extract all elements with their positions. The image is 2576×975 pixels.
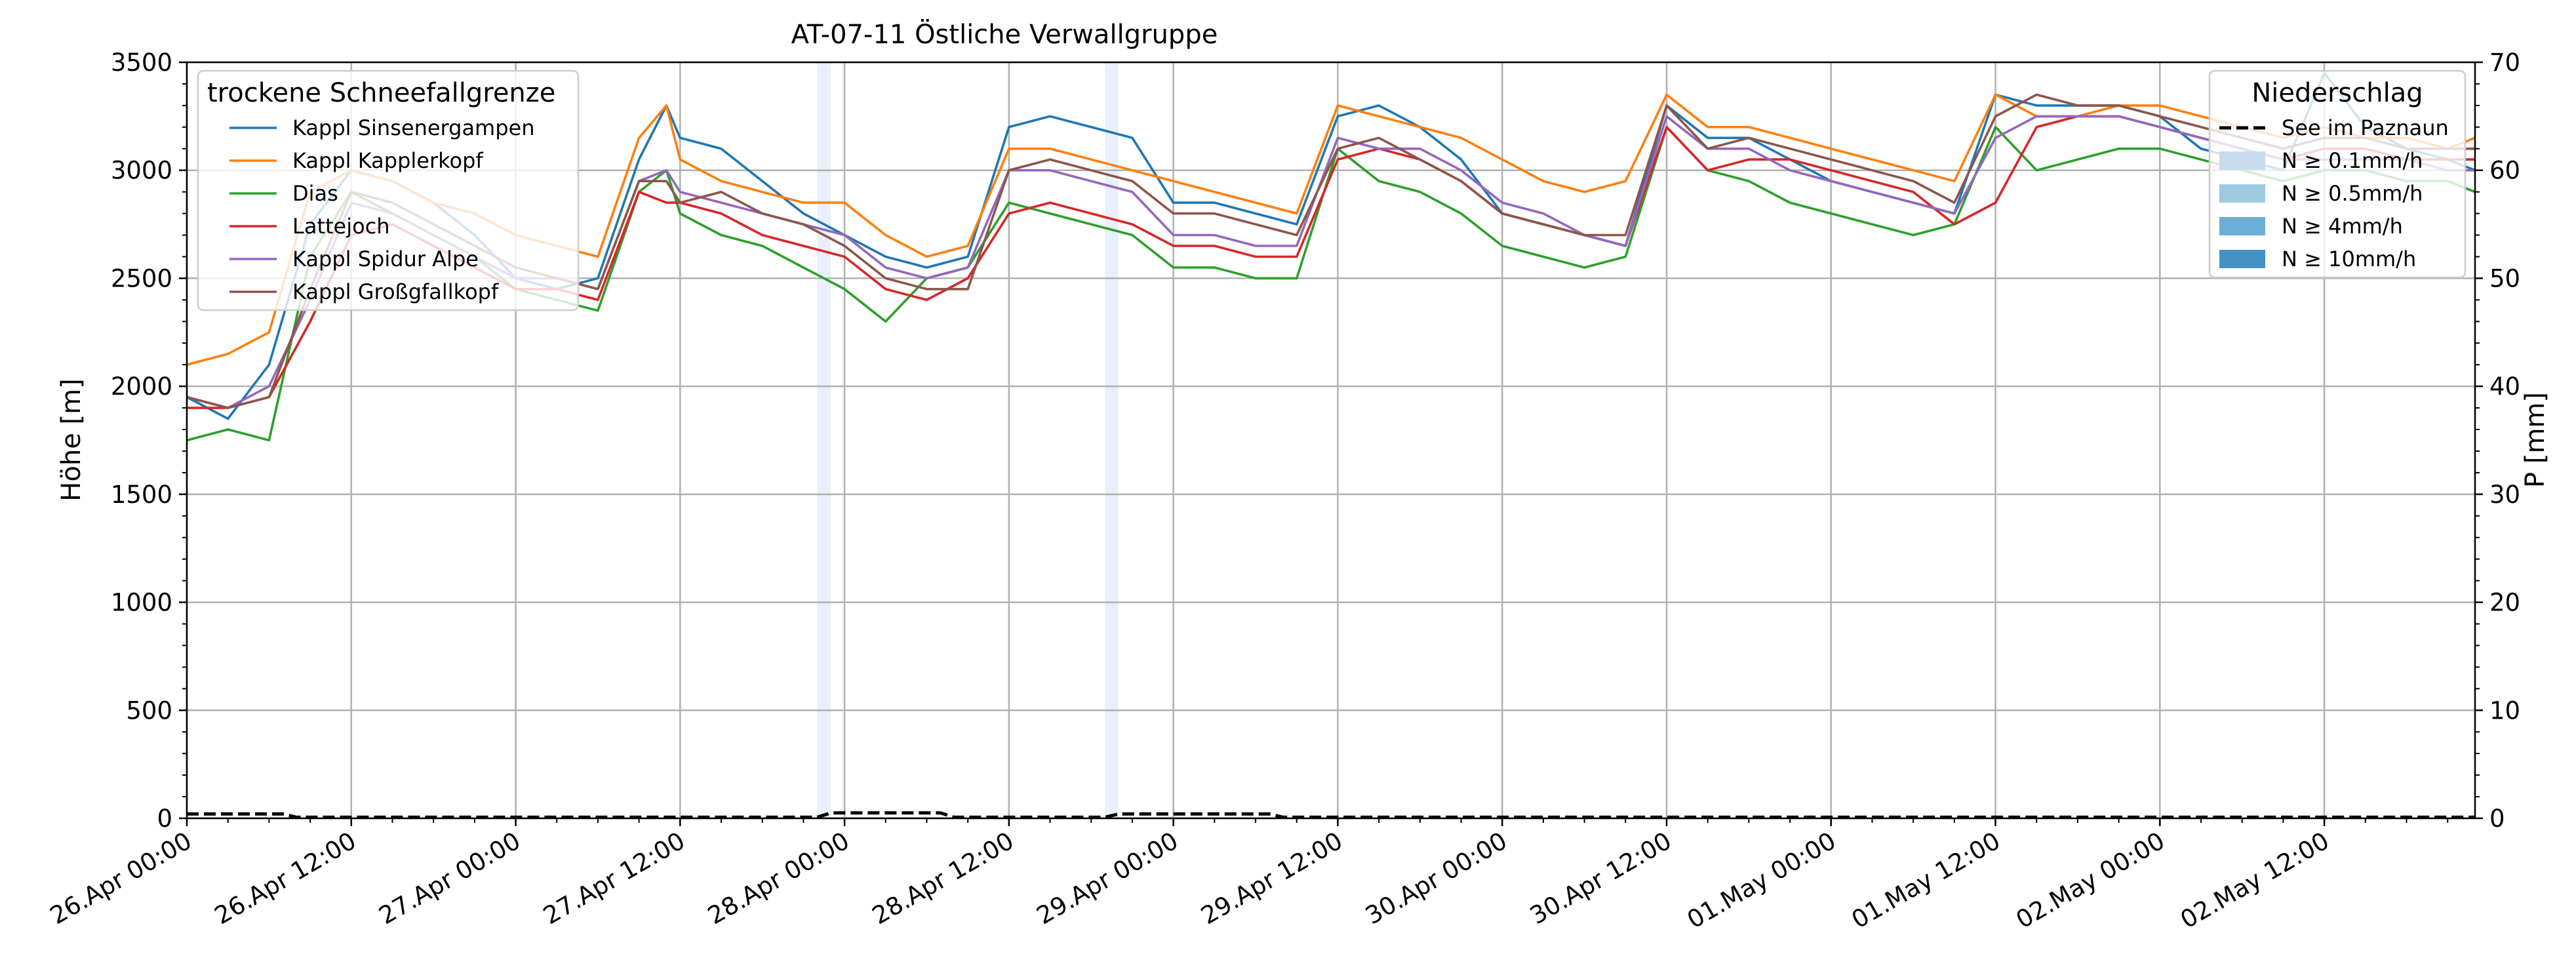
legend-swatch (2219, 184, 2265, 203)
legend-label: N ≥ 0.1mm/h (2282, 148, 2423, 173)
y-right-tick-label: 50 (2489, 264, 2520, 292)
y-axis-left: 0 500 1000 1500 2000 2500 3000 3500 (111, 49, 187, 833)
legend-label: Kappl Großgfallkopf (292, 279, 499, 304)
legend-label: Kappl Sinsenergampen (292, 115, 535, 140)
legend-right: Niederschlag See im Paznaun N ≥ 0.1mm/h N … (2208, 70, 2467, 279)
y-tick-label: 1500 (111, 481, 172, 509)
legend-swatch (2219, 151, 2265, 170)
y-axis-right: 0 10 20 30 40 50 60 70 (2475, 49, 2520, 833)
y-tick-label: 3500 (111, 49, 172, 77)
precip-line-group (187, 811, 2475, 819)
y-right-tick-label: 20 (2489, 589, 2520, 617)
chart-title: AT-07-11 Östliche Verwallgruppe (791, 18, 1218, 50)
y-right-tick-label: 70 (2489, 49, 2520, 77)
legend-left-title: trockene Schneefallgrenze (207, 78, 555, 108)
precip-line (187, 811, 2475, 819)
y-tick-label: 2000 (111, 372, 172, 401)
legend-label: N ≥ 4mm/h (2282, 214, 2403, 239)
legend-label: Lattejoch (292, 214, 390, 239)
y-tick-label: 0 (157, 805, 172, 833)
precip-band (817, 62, 831, 818)
legend-label: N ≥ 0.5mm/h (2282, 181, 2423, 206)
y-axis-label-right: P [mm] (2520, 392, 2550, 488)
y-right-tick-label: 30 (2489, 481, 2520, 509)
legend-swatch (2219, 250, 2265, 268)
y-right-tick-label: 40 (2489, 372, 2520, 401)
legend-swatch (2219, 217, 2265, 235)
y-right-tick-label: 60 (2489, 157, 2520, 185)
y-tick-label: 1000 (111, 589, 172, 617)
legend-left-box (197, 70, 580, 311)
legend-label: Kappl Spidur Alpe (292, 247, 479, 271)
y-tick-label: 3000 (111, 157, 172, 185)
y-tick-label: 500 (126, 696, 172, 725)
legend-right-title: Niederschlag (2251, 78, 2423, 108)
legend-right-box (2208, 70, 2467, 279)
legend-label: See im Paznaun (2282, 115, 2449, 140)
legend-label: Dias (292, 181, 338, 206)
legend-left: trockene Schneefallgrenze Kappl Sinsener… (197, 70, 580, 311)
legend-label: Kappl Kapplerkopf (292, 148, 483, 173)
y-right-tick-label: 10 (2489, 696, 2520, 725)
legend-label: N ≥ 10mm/h (2282, 247, 2416, 271)
plot-frame (186, 61, 2476, 820)
y-tick-label: 2500 (111, 264, 172, 292)
precip-band (1105, 62, 1119, 818)
y-right-tick-label: 0 (2489, 805, 2505, 833)
y-axis-label: Höhe [m] (56, 378, 87, 501)
